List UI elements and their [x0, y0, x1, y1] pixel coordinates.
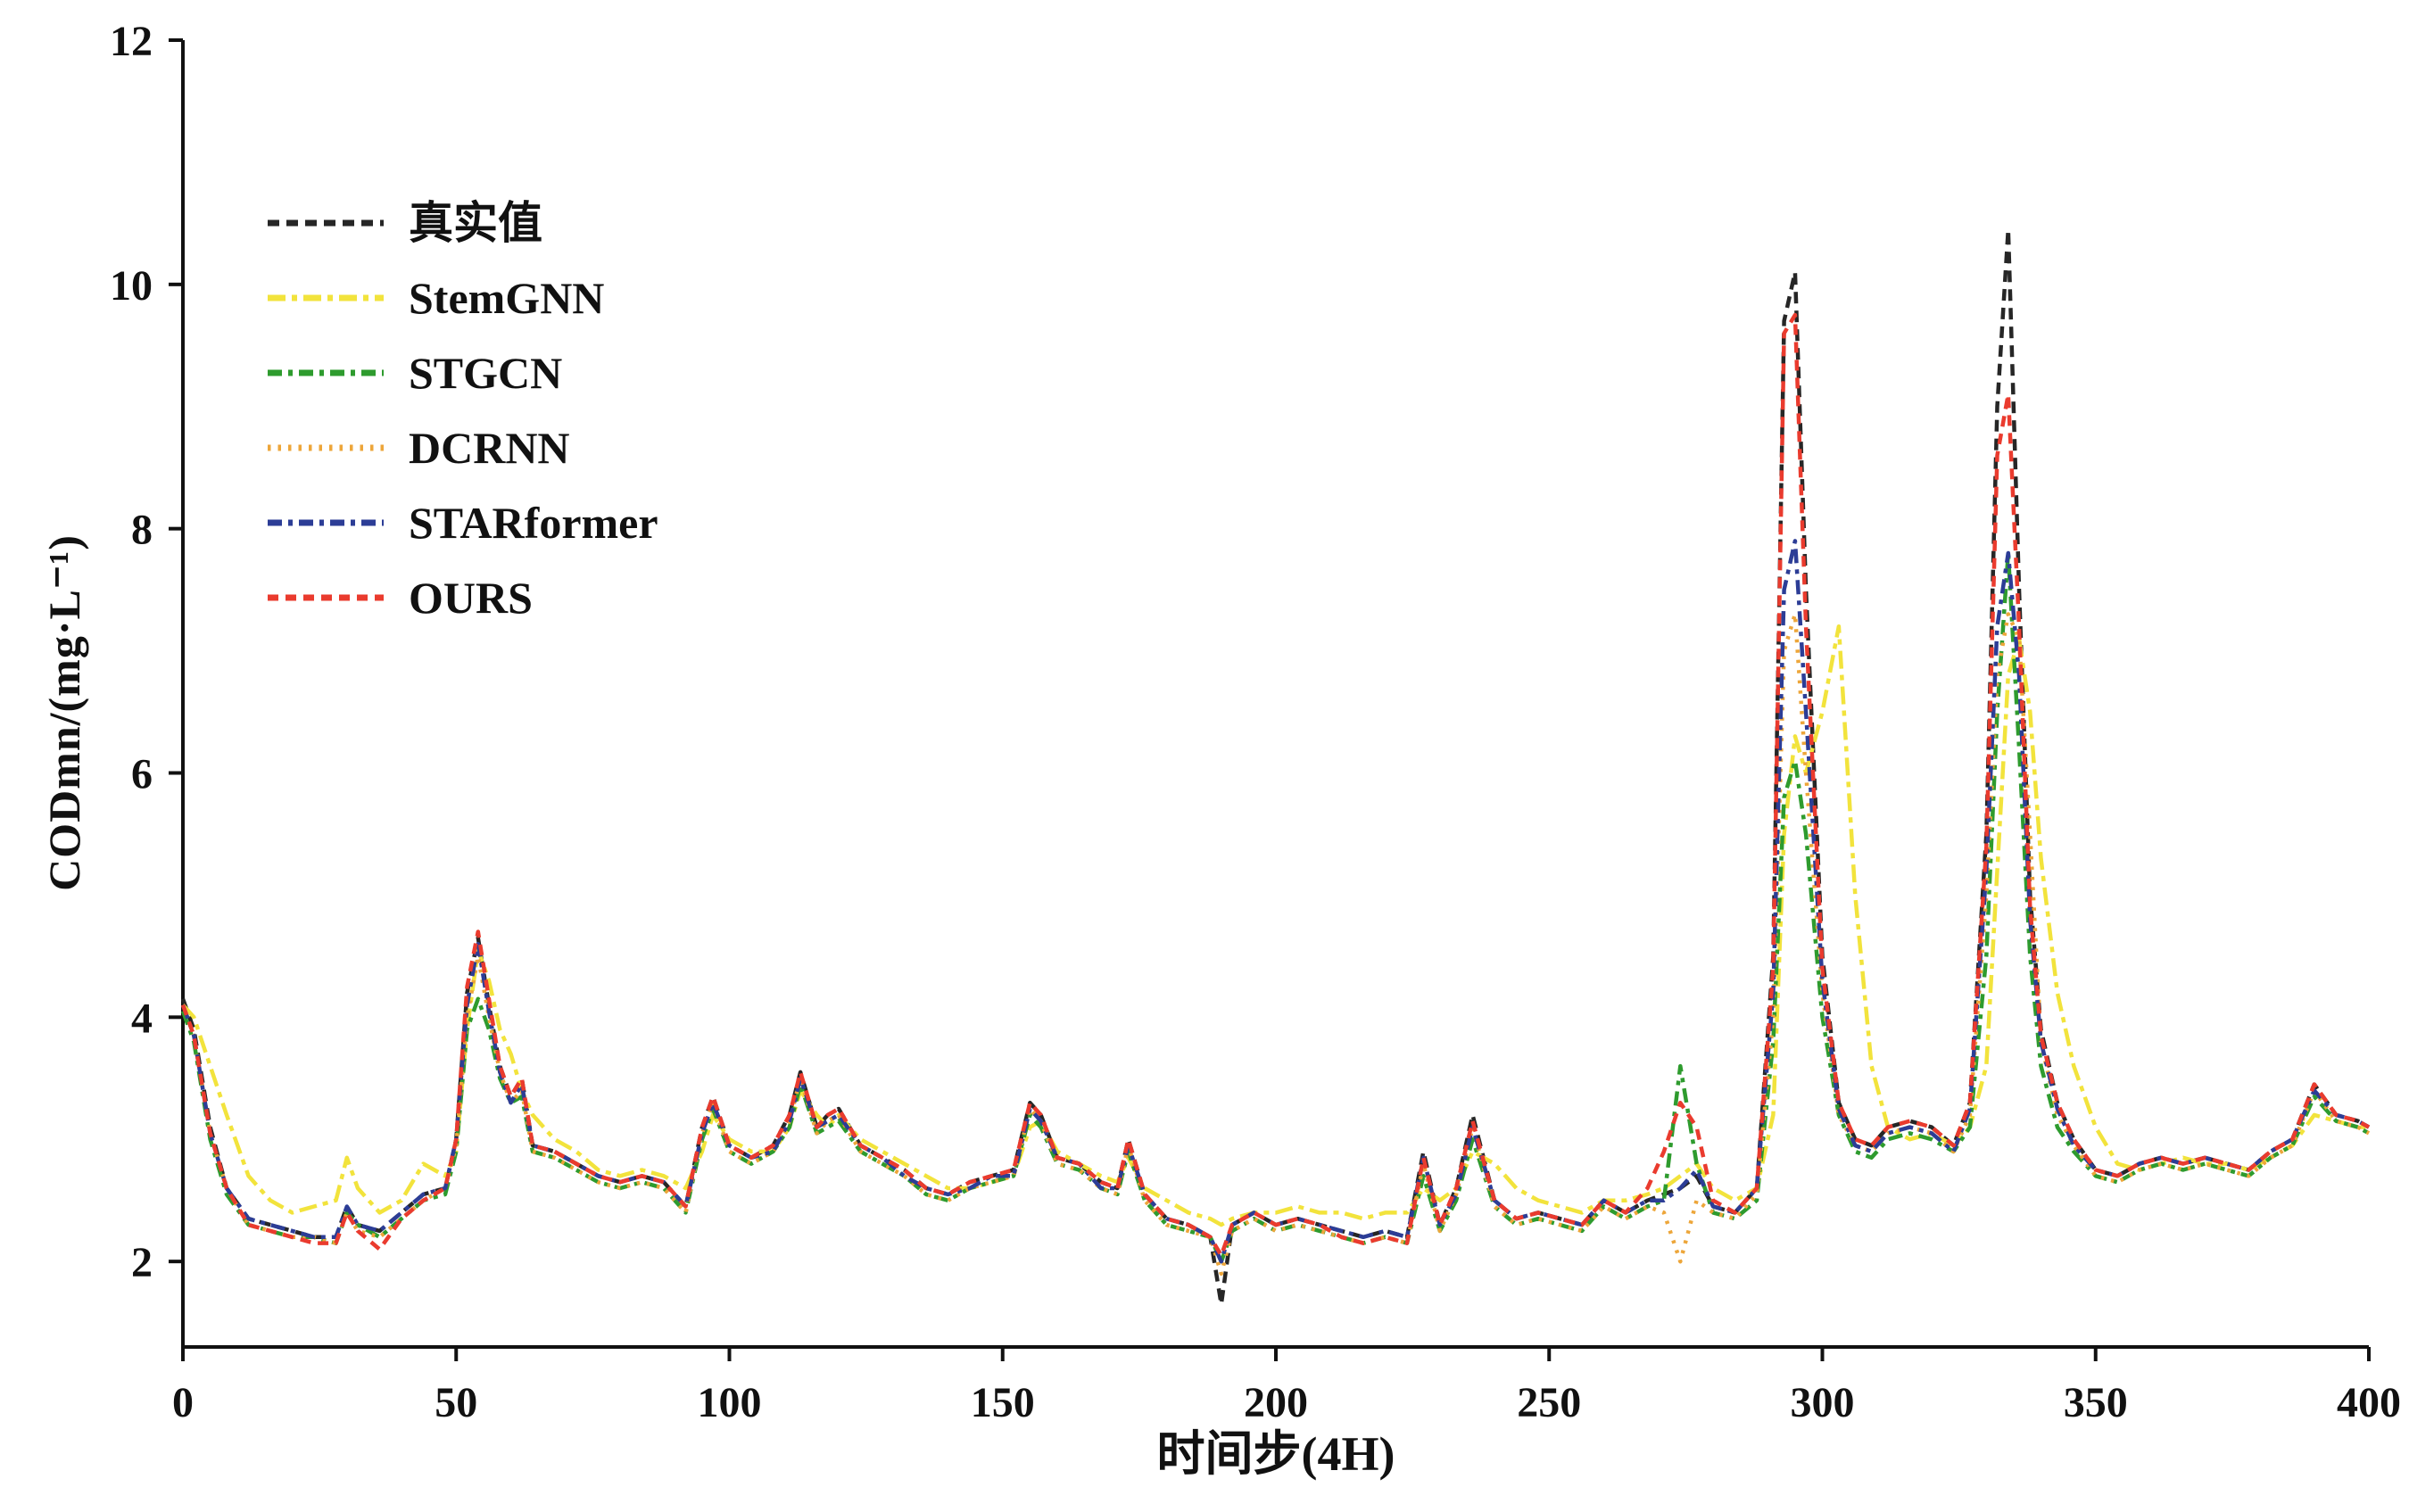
legend-label: STARformer: [409, 498, 658, 548]
x-tick-label: 350: [2064, 1379, 2128, 1426]
legend-label: OURS: [409, 573, 533, 623]
y-tick-label: 12: [110, 18, 153, 65]
legend-item-StemGNN: StemGNN: [268, 276, 658, 320]
series-line-STGCN: [180, 550, 2371, 1264]
legend-line-sample: [268, 594, 384, 601]
y-tick-label: 2: [131, 1239, 153, 1286]
legend-item-DCRNN: DCRNN: [268, 426, 658, 470]
x-axis-title: 时间步(4H): [1156, 1427, 1395, 1481]
y-tick-label: 8: [131, 507, 153, 554]
y-tick-label: 6: [131, 750, 153, 797]
legend-item-OURS: OURS: [268, 575, 658, 620]
legend-item-真实值: 真实值: [268, 201, 658, 245]
x-tick-label: 0: [172, 1379, 194, 1426]
legend-label: StemGNN: [409, 273, 605, 323]
series-line-STARformer: [180, 539, 2371, 1264]
legend-line-sample: [268, 444, 384, 451]
x-tick-label: 100: [698, 1379, 762, 1426]
legend-item-STGCN: STGCN: [268, 351, 658, 395]
legend-line-sample: [268, 219, 384, 227]
x-tick-label: 250: [1517, 1379, 1581, 1426]
series-line-DCRNN: [180, 612, 2371, 1277]
chart-legend: 真实值 StemGNN STGCN DCRNN STARformer OURS: [268, 201, 658, 620]
x-tick-label: 200: [1244, 1379, 1308, 1426]
x-tick-label: 300: [1791, 1379, 1855, 1426]
x-tick-label: 400: [2337, 1379, 2401, 1426]
x-tick-label: 150: [971, 1379, 1035, 1426]
x-tick-label: 50: [435, 1379, 477, 1426]
legend-line-sample: [268, 294, 384, 302]
series-line-OURS: [180, 312, 2371, 1258]
legend-label: STGCN: [409, 348, 563, 398]
legend-label: DCRNN: [409, 423, 570, 473]
legend-line-sample: [268, 519, 384, 526]
y-tick-label: 10: [110, 262, 153, 310]
legend-line-sample: [268, 369, 384, 376]
legend-label: 真实值: [409, 198, 542, 248]
y-tick-label: 4: [131, 995, 153, 1042]
legend-item-STARformer: STARformer: [268, 500, 658, 545]
series-line-StemGNN: [181, 624, 2369, 1227]
y-axis-title: CODmn/(mg·L⁻¹): [39, 534, 89, 891]
